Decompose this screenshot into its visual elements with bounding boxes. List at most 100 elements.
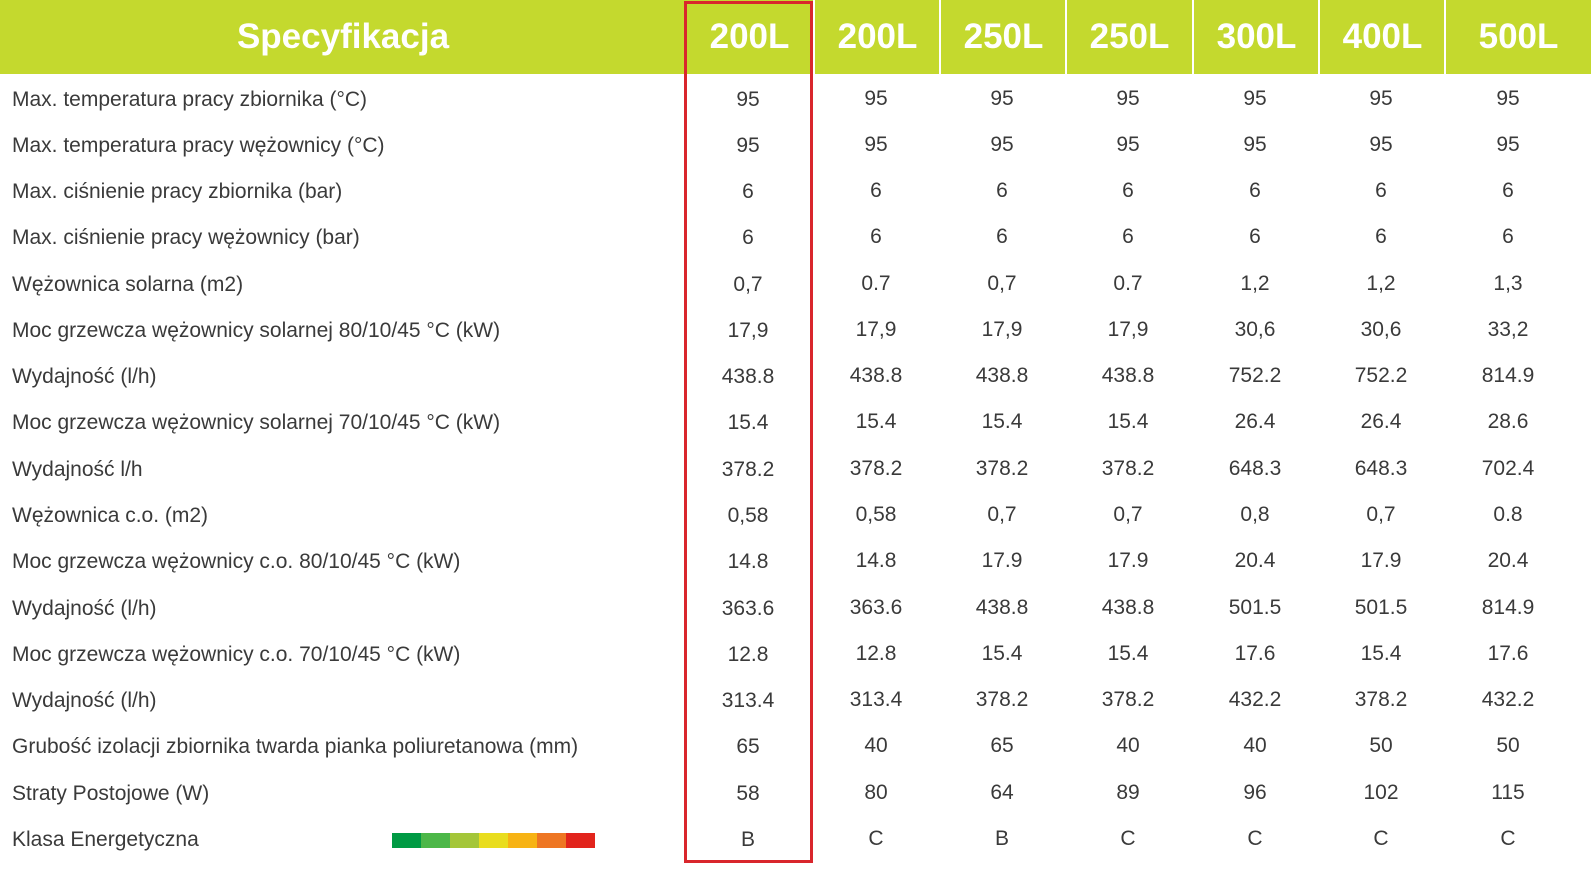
table-cell: 14.8: [727, 550, 769, 573]
table-cell: 65: [736, 735, 760, 758]
table-row: Moc grzewcza wężownicy c.o. 70/10/45 °C …: [0, 629, 1591, 675]
table-row: Max. temperatura pracy zbiornika (°C) 95 9…: [0, 74, 1591, 120]
table-cell: 15.4: [855, 410, 897, 433]
table-cell: 432.2: [1228, 688, 1282, 711]
row-label: Grubość izolacji zbiornika twarda pianka…: [12, 735, 579, 758]
table-cell: 14.8: [855, 549, 897, 572]
table-cell: B: [740, 828, 755, 851]
table-cell: 15.4: [981, 410, 1023, 433]
table-cell: 17,9: [855, 318, 897, 341]
table-cell: 95: [1116, 133, 1140, 156]
table-cell: 6: [1122, 179, 1134, 202]
table-cell: 89: [1116, 781, 1140, 804]
table-cell: 26.4: [1234, 410, 1276, 433]
table-cell: 432.2: [1481, 688, 1535, 711]
table-cell: 438.8: [975, 596, 1029, 619]
table-cell: 378.2: [721, 458, 775, 481]
table-cell: 378.2: [849, 457, 903, 480]
table-cell: 648.3: [1228, 457, 1282, 480]
table-cell: 28.6: [1487, 410, 1529, 433]
row-label: Klasa Energetyczna: [12, 828, 199, 851]
table-cell: 17,9: [1107, 318, 1149, 341]
table-cell: 6: [1375, 179, 1387, 202]
table-cell: 501.5: [1228, 596, 1282, 619]
row-label: Straty Postojowe (W): [12, 782, 210, 805]
table-cell: 6: [996, 179, 1008, 202]
table-cell: 0,58: [727, 504, 769, 527]
table-cell: 95: [1243, 133, 1267, 156]
table-cell: 0,7: [1113, 503, 1143, 526]
table-cell: 378.2: [975, 688, 1029, 711]
energy-scale-segment: [537, 833, 566, 848]
row-label: Max. temperatura pracy zbiornika (°C): [12, 88, 368, 111]
table-cell: 95: [864, 133, 888, 156]
table-row: Wydajność (l/h) 313.4 313.4 378.2 378.2 432.2…: [0, 675, 1591, 721]
header-column-5: 400L: [1318, 0, 1445, 74]
table-cell: 702.4: [1481, 457, 1535, 480]
table-cell: 12.8: [855, 642, 897, 665]
table-cell: 30,6: [1234, 318, 1276, 341]
table-cell: 15.4: [1107, 642, 1149, 665]
energy-scale-segment: [508, 833, 537, 848]
table-row: Moc grzewcza wężownicy solarnej 70/10/45…: [0, 397, 1591, 443]
row-label: Moc grzewcza wężownicy solarnej 70/10/45…: [12, 411, 501, 434]
table-cell: C: [1247, 827, 1263, 850]
table-cell: 26.4: [1360, 410, 1402, 433]
table-cell: 95: [864, 87, 888, 110]
table-cell: 95: [990, 87, 1014, 110]
table-cell: 1,2: [1240, 272, 1270, 295]
row-label: Max. temperatura pracy wężownicy (°C): [12, 134, 385, 157]
table-cell: 15.4: [1360, 642, 1402, 665]
energy-scale-segment: [479, 833, 508, 848]
table-cell: 6: [996, 225, 1008, 248]
table-row: Max. ciśnienie pracy wężownicy (bar) 6 6 6 6…: [0, 212, 1591, 258]
header-column-1: 200L: [813, 0, 940, 74]
header-column-4: 300L: [1192, 0, 1319, 74]
table-cell: 17.9: [981, 549, 1023, 572]
table-cell: 648.3: [1354, 457, 1408, 480]
table-cell: B: [994, 827, 1009, 850]
table-row: Straty Postojowe (W) 58 80 64 89 96 102 115: [0, 768, 1591, 814]
table-cell: 438.8: [1101, 596, 1155, 619]
table-cell: 6: [1502, 225, 1514, 248]
table-cell: C: [868, 827, 884, 850]
table-cell: 313.4: [849, 688, 903, 711]
table-cell: 0,8: [1240, 503, 1270, 526]
table-row: Wydajność l/h 378.2 378.2 378.2 378.2 648.3 64…: [0, 444, 1591, 490]
table-cell: 95: [1369, 87, 1393, 110]
table-cell: C: [1120, 827, 1136, 850]
table-header: Specyfikacja 200L 200L 250L 250L 300L 400L 500…: [0, 0, 1591, 74]
table-row: Grubość izolacji zbiornika twarda pianka…: [0, 721, 1591, 767]
table-cell: 12.8: [727, 643, 769, 666]
table-row: Moc grzewcza wężownicy solarnej 80/10/45…: [0, 305, 1591, 351]
table-cell: 363.6: [849, 596, 903, 619]
table-cell: 6: [870, 179, 882, 202]
table-cell: 17.9: [1360, 549, 1402, 572]
header-title: Specyfikacja: [236, 17, 450, 56]
table-row: Max. ciśnienie pracy zbiornika (bar) 6 6 6 6…: [0, 166, 1591, 212]
table-cell: 378.2: [975, 457, 1029, 480]
table-cell: 6: [1249, 225, 1261, 248]
table-cell: 378.2: [1354, 688, 1408, 711]
header-column-3: 250L: [1065, 0, 1192, 74]
table-cell: 0,7: [987, 503, 1017, 526]
table-cell: 17.9: [1107, 549, 1149, 572]
energy-scale-segment: [450, 833, 479, 848]
table-cell: 1,3: [1493, 272, 1523, 295]
row-label: Moc grzewcza wężownicy c.o. 70/10/45 °C …: [12, 643, 461, 666]
table-cell: 1,2: [1366, 272, 1396, 295]
table-cell: 40: [1243, 734, 1267, 757]
table-cell: 33,2: [1487, 318, 1529, 341]
table-cell: 65: [990, 734, 1014, 757]
table-cell: 378.2: [1101, 457, 1155, 480]
table-cell: 814.9: [1481, 596, 1535, 619]
table-cell: 814.9: [1481, 364, 1535, 387]
table-cell: 95: [736, 88, 760, 111]
table-row: Wężownica solarna (m2) 0,7 0.7 0,7 0.7 1,2 1,2…: [0, 259, 1591, 305]
table-cell: 95: [736, 134, 760, 157]
table-row: Wydajność (l/h) 438.8 438.8 438.8 438.8 752.2…: [0, 351, 1591, 397]
table-cell: 6: [742, 180, 754, 203]
table-cell: 752.2: [1354, 364, 1408, 387]
table-cell: 6: [742, 226, 754, 249]
